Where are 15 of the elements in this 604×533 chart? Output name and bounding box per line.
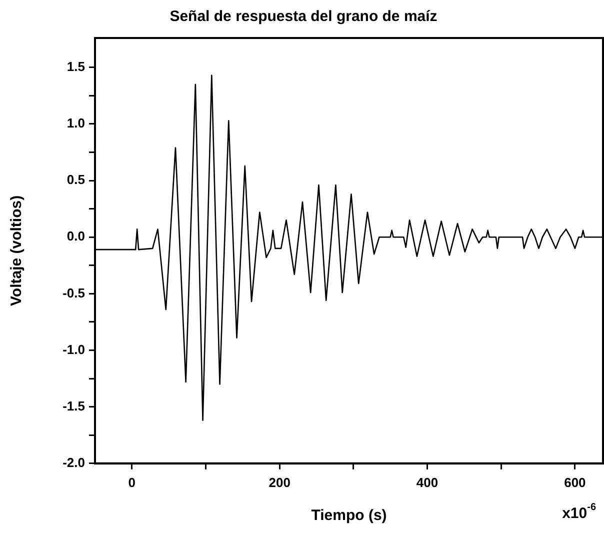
y-tick-label: -1.5	[62, 398, 85, 414]
y-tick-label: -1.0	[62, 342, 85, 357]
x-tick-label: 200	[268, 474, 290, 490]
x-tick-label: 600	[564, 474, 586, 490]
x-tick-label: 0	[128, 474, 136, 490]
chart-title: Señal de respuesta del grano de maíz	[170, 8, 438, 26]
y-tick-label: -0.5	[62, 285, 85, 300]
y-tick-label: 1.5	[66, 58, 85, 74]
y-tick-label: -2.0	[62, 454, 85, 470]
y-tick-label: 0.0	[66, 228, 85, 244]
y-tick-label: 0.5	[66, 172, 85, 188]
y-axis-title: Voltaje (voltios)	[8, 195, 26, 306]
x-axis-title: Tiempo (s)	[311, 507, 387, 524]
x-tick-label: 400	[416, 474, 438, 490]
y-tick-label: 1.0	[66, 116, 85, 131]
